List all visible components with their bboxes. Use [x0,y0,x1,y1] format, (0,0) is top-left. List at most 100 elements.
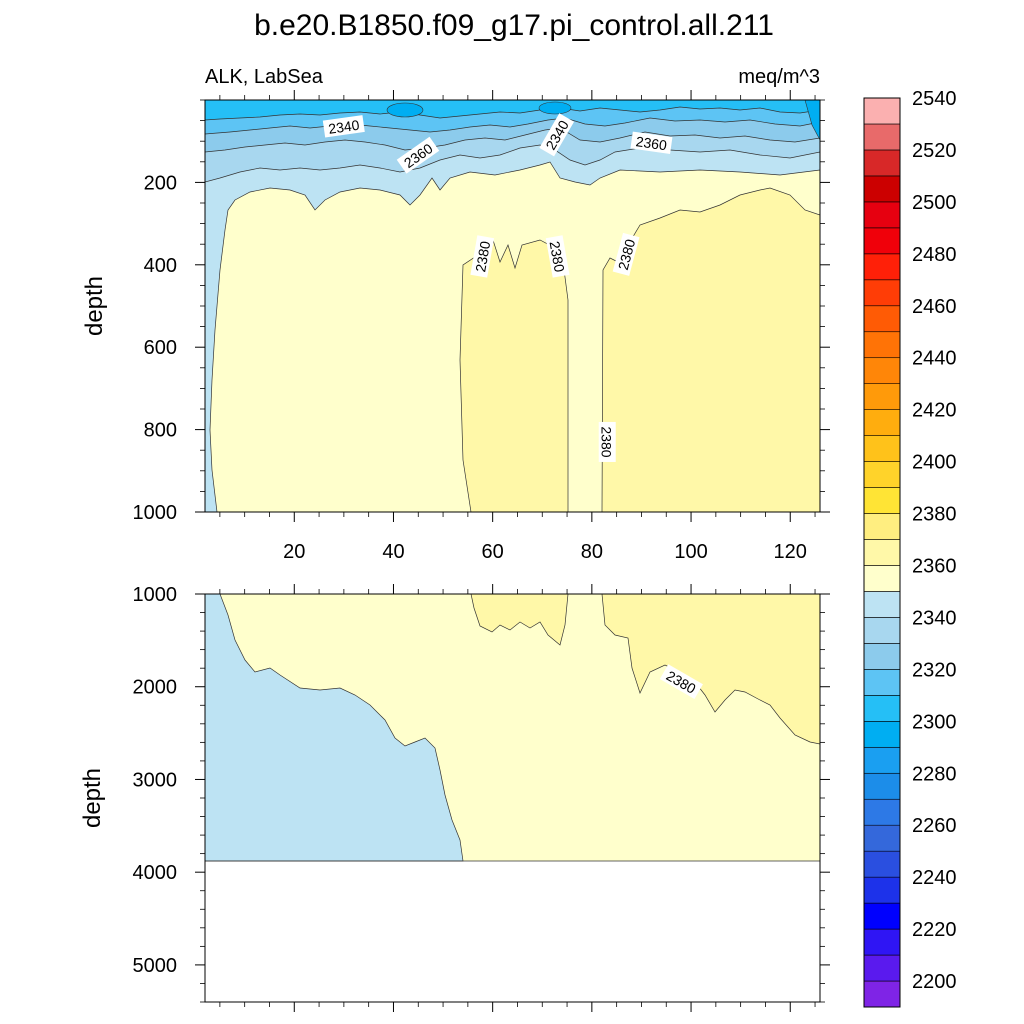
colorbar-label: 2260 [912,815,957,837]
colorbar-swatch [863,928,901,956]
colorbar-label: 2300 [912,711,957,733]
upper-band-2320 [205,100,820,121]
y-tick-label: 1000 [133,502,178,524]
upper-y-axis-label: depth [81,276,108,336]
colorbar-label: 2540 [912,88,957,110]
contour-label-text: 2380 [472,240,493,274]
contour-label: 2380 [545,235,570,278]
colorbar-swatch [863,669,901,696]
x-tick-label: 100 [674,541,707,563]
x-tick-label: 40 [382,541,404,563]
x-tick-label: 20 [283,541,305,563]
colorbar-swatch [863,721,901,748]
y-tick-label: 200 [144,172,177,194]
colorbar-swatch [863,253,901,281]
colorbar-swatch [863,487,901,514]
colorbar-label: 2400 [912,452,957,474]
colorbar-label: 2380 [912,504,957,526]
colorbar-swatch [863,876,901,904]
contour-label-text: 2380 [599,426,615,457]
colorbar-swatch [863,357,901,384]
contour-label-text: 2380 [615,237,639,271]
contour-label-box [630,131,673,154]
colorbar-swatch [863,279,901,307]
colorbar-label: 2500 [912,192,957,214]
lower-region-2360 [205,594,464,862]
colorbar-swatch [863,902,901,930]
upper-panel [205,100,820,512]
y-tick-label: 400 [144,255,177,277]
colorbar-swatch [863,850,901,878]
colorbar-swatch [863,513,901,540]
lower-panel [205,594,820,1002]
lower-region-2380-right [601,594,820,745]
contour-label: 2380 [598,421,616,462]
colorbar-swatch [863,305,901,333]
colorbar-label: 2420 [912,400,957,422]
contour-label-box [322,115,365,138]
upper-region-2380-middle [459,238,569,512]
right-subtitle: meq/m^3 [738,66,820,88]
colorbar-swatch [863,461,901,488]
lower-region-2380-middle [470,594,569,646]
colorbar-swatch [863,954,901,982]
colorbar: 2200 2220 2240 2260 2280 2300 2320 2340 2360 2380… [863,88,957,1008]
x-tick-label: 80 [581,541,603,563]
colorbar-swatch [863,435,901,462]
contour-label-box [470,235,495,278]
y-tick-label: 2000 [133,677,178,699]
y-tick-label: 4000 [133,862,178,884]
upper-lens-right [538,101,572,115]
colorbar-label: 2320 [912,659,957,681]
colorbar-swatch [863,149,901,177]
contour-label-box [396,136,440,174]
contour-label-box [545,235,570,278]
colorbar-label: 2340 [912,607,957,629]
colorbar-swatch [863,824,901,852]
contour-label-box [612,232,640,276]
lower-y-axis-label: depth [79,768,106,828]
contour-label: 2380 [612,232,640,276]
contour-label-text: 2380 [547,240,568,274]
colorbar-label: 2280 [912,763,957,785]
colorbar-swatch [863,539,901,566]
contour-label-text: 2340 [327,117,360,137]
contour-label-box [539,113,575,157]
lower-ticks: 1000 2000 3000 4000 5000 [133,584,830,1012]
colorbar-swatch [863,565,901,592]
colorbar-swatch [863,175,901,203]
colorbar-label: 2200 [912,971,957,993]
colorbar-label: 2520 [912,140,957,162]
colorbar-swatch [863,746,901,774]
colorbar-label: 2460 [912,296,957,318]
colorbar-swatch [863,617,901,644]
upper-lens-left [386,102,424,118]
colorbar-label: 2220 [912,919,957,941]
contour-label-text: 2360 [635,133,668,153]
colorbar-swatch [863,201,901,229]
colorbar-swatch [863,695,901,722]
y-tick-label: 5000 [133,955,178,977]
colorbar-swatch [863,227,901,255]
contour-label: 2340 [322,115,365,138]
left-subtitle: ALK, LabSea [205,66,324,88]
y-tick-label: 1000 [133,584,178,606]
colorbar-swatch [863,383,901,410]
contour-label-box [598,421,616,462]
colorbar-swatch [863,643,901,670]
colorbar-swatch [863,123,901,151]
colorbar-swatch [863,980,901,1008]
colorbar-label: 2240 [912,867,957,889]
contour-label: 2380 [470,235,495,278]
colorbar-swatch [863,331,901,359]
y-tick-label: 800 [144,420,177,442]
contour-label-box [659,664,703,700]
colorbar-label: 2440 [912,348,957,370]
colorbar-label: 2480 [912,244,957,266]
chart-title: b.e20.B1850.f09_g17.pi_control.all.211 [254,9,774,42]
colorbar-frame [863,97,901,1008]
colorbar-swatch [863,772,901,800]
x-tick-label: 60 [482,541,504,563]
y-tick-label: 3000 [133,769,178,791]
